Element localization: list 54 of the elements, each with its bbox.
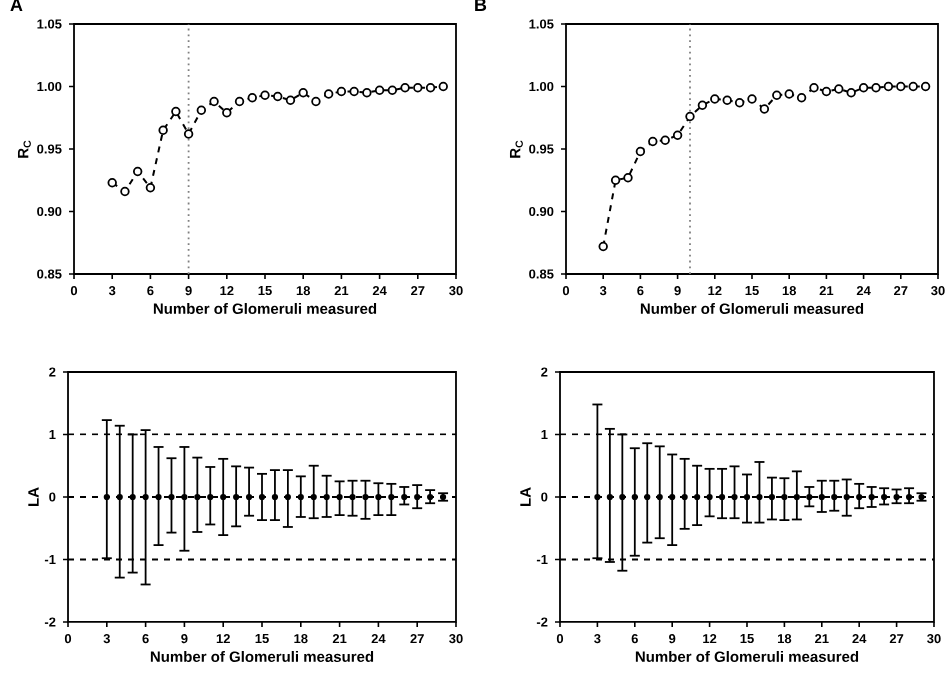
- point: [722, 95, 732, 105]
- point: [311, 96, 321, 107]
- point: [747, 94, 757, 104]
- point: [132, 166, 143, 177]
- point: [387, 85, 398, 95]
- point: [107, 178, 117, 188]
- point: [158, 125, 168, 135]
- point: [362, 88, 372, 98]
- point: [846, 88, 856, 98]
- point: [598, 241, 608, 252]
- point: [374, 85, 385, 95]
- point: [234, 96, 245, 107]
- point: [610, 175, 621, 185]
- point: [697, 100, 708, 110]
- point: [336, 86, 347, 97]
- point: [260, 90, 270, 100]
- point: [247, 93, 257, 103]
- point: [623, 173, 633, 183]
- point: [896, 81, 906, 92]
- point: [323, 89, 334, 99]
- point: [908, 81, 918, 92]
- point: [209, 96, 219, 107]
- point: [685, 111, 695, 122]
- point: [171, 106, 181, 117]
- point: [883, 81, 894, 92]
- point: [871, 83, 881, 93]
- point: [920, 81, 931, 92]
- point: [784, 89, 794, 99]
- point: [222, 108, 232, 118]
- point: [298, 88, 308, 98]
- point: [413, 83, 423, 93]
- point: [273, 91, 283, 102]
- point: [425, 83, 436, 93]
- point: [120, 186, 130, 197]
- point: [285, 95, 296, 105]
- point: [400, 83, 410, 93]
- point: [821, 86, 832, 97]
- point: [196, 105, 207, 115]
- point: [858, 83, 869, 93]
- point: [772, 90, 782, 100]
- point: [809, 83, 819, 93]
- point: [672, 130, 683, 140]
- point: [145, 183, 156, 193]
- point: [710, 94, 720, 104]
- point: [734, 98, 745, 108]
- point: [349, 86, 359, 97]
- point: [796, 93, 807, 103]
- point: [759, 104, 770, 114]
- point: [834, 84, 844, 94]
- point: [635, 146, 646, 157]
- point: [648, 136, 658, 147]
- point: [438, 81, 448, 92]
- point: [183, 129, 194, 139]
- point: [660, 135, 670, 145]
